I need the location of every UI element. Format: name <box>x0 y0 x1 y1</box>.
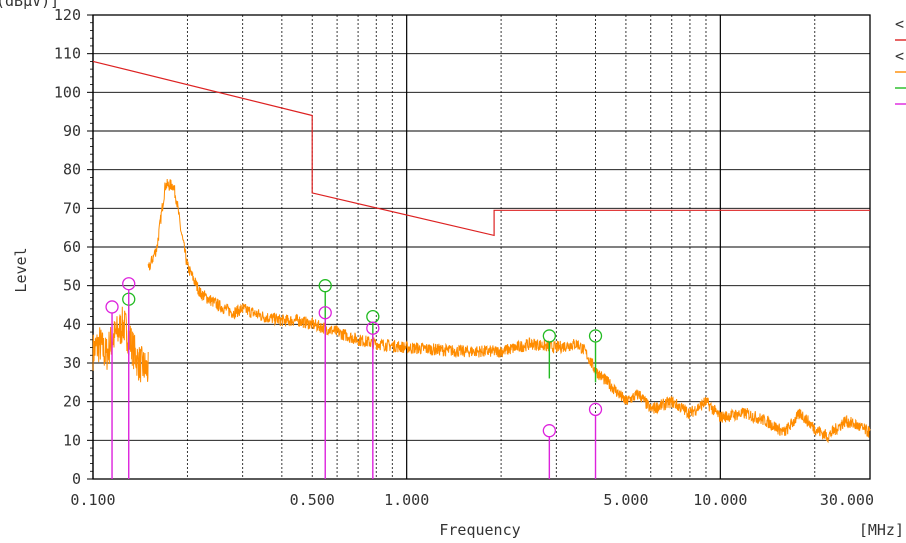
y-tick-label: 0 <box>72 470 81 488</box>
peak-marker-circle <box>542 329 556 343</box>
x-tick-label: 10.000 <box>693 491 747 509</box>
x-tick-label: 0.100 <box>70 491 115 509</box>
y-tick-label: 10 <box>63 431 81 449</box>
y-tick-label: 100 <box>54 83 81 101</box>
series-layer <box>92 60 871 479</box>
peak-marker-circle <box>588 402 603 417</box>
y-tick-label: 90 <box>63 122 81 140</box>
peak-marker-circle <box>105 300 119 314</box>
x-unit-label: [MHz] <box>859 521 904 539</box>
measured-trace-segment <box>92 306 149 383</box>
measured-trace-segment <box>147 178 871 444</box>
grid <box>92 14 871 480</box>
x-tick-label: 5.000 <box>603 491 648 509</box>
y-unit-label: (dBµV)] <box>0 0 59 10</box>
x-tick-label: 1.000 <box>384 491 429 509</box>
peak-marker-circle <box>588 329 603 343</box>
peak-marker-circle <box>318 279 332 293</box>
y-tick-label: 40 <box>63 315 81 333</box>
limit-line-series <box>92 60 870 237</box>
peak-marker-circle <box>366 321 380 335</box>
peak-marker-circle <box>366 309 380 324</box>
y-tick-label: 60 <box>63 238 81 256</box>
y-tick-label: 70 <box>63 199 81 217</box>
y-tick-label: 30 <box>63 354 81 372</box>
x-tick-label: 0.500 <box>290 491 335 509</box>
axes <box>87 14 871 480</box>
y-tick-label: 20 <box>63 393 81 411</box>
x-axis-title: Frequency <box>439 521 520 539</box>
x-tick-label: 30.000 <box>820 491 874 509</box>
peak-marker-circle <box>318 306 332 320</box>
tick-labels: 0 10 20 30 40 50 60 70 80 90 100 110 120 0.100 0.500 1.… <box>54 6 874 509</box>
peak-marker-circle <box>542 424 556 438</box>
y-axis-title: Level <box>12 247 30 292</box>
y-tick-label: 110 <box>54 45 81 63</box>
legend: << <box>895 15 906 105</box>
plot-frame <box>92 14 871 480</box>
y-tick-label: 80 <box>63 161 81 179</box>
legend-marker-text: < <box>895 15 904 33</box>
y-tick-label: 50 <box>63 277 81 295</box>
y-tick-label: 120 <box>54 6 81 24</box>
legend-marker-text: < <box>895 47 904 65</box>
peak-marker-circle <box>122 277 136 291</box>
